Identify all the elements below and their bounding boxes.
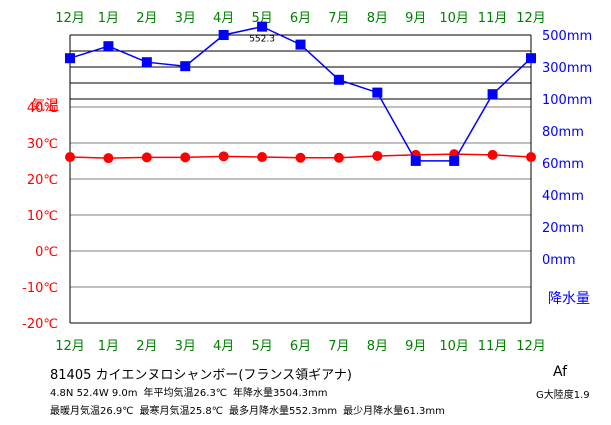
station-summary-line: 4.8N 52.4W 9.0m 年平均気温26.3℃ 年降水量3504.3mm [50, 384, 328, 399]
precip-point-5 [257, 21, 268, 32]
temp-point-12 [526, 152, 536, 163]
month-label-bottom-3: 3月 [175, 339, 196, 354]
temp-axis-title: 気温 [31, 98, 59, 114]
month-label-top-10: 10月 [439, 11, 469, 26]
temp-point-3 [180, 152, 191, 163]
precip-tick-label-5: 40mm [542, 189, 584, 204]
continentality-index: G大陸度1.9 [536, 390, 590, 401]
month-label-bottom-0: 12月 [55, 339, 85, 354]
precip-tick-label-2: 100mm [542, 93, 592, 108]
month-label-top-7: 7月 [328, 11, 349, 26]
temp-tick-label-6: -20℃ [22, 317, 58, 332]
precip-tick-label-0: 500mm [542, 29, 592, 44]
temp-tick-label-3: 10℃ [27, 209, 58, 224]
temp-point-5 [257, 152, 268, 163]
month-label-bottom-4: 4月 [213, 339, 234, 354]
month-label-top-3: 3月 [175, 11, 196, 26]
month-label-bottom-2: 2月 [136, 339, 157, 354]
month-label-bottom-9: 9月 [405, 339, 426, 354]
temp-point-7 [333, 152, 344, 163]
month-label-bottom-11: 11月 [478, 339, 508, 354]
month-label-bottom-1: 1月 [98, 339, 119, 354]
station-extremes-line: 最暖月気温26.9℃ 最寒月気温25.8℃ 最多月降水量552.3mm 最少月降水量6… [50, 402, 445, 417]
temp-tick-label-4: 0℃ [35, 245, 58, 260]
precip-point-9 [410, 155, 421, 166]
precip-point-3 [180, 61, 191, 72]
station-title: 81405 カイエンヌロシャンボー(フランス領ギアナ) [50, 368, 352, 383]
month-label-bottom-8: 8月 [367, 339, 388, 354]
precip-point-12 [526, 53, 536, 64]
min-month-precip: 最少月降水量61.3mm [343, 406, 445, 417]
precip-tick-label-1: 300mm [542, 61, 592, 76]
precip-tick-label-4: 60mm [542, 157, 584, 172]
precip-tick-label-7: 0mm [542, 253, 576, 268]
month-label-top-9: 9月 [405, 11, 426, 26]
koppen-class: Af [553, 364, 568, 380]
temp-point-2 [141, 152, 152, 163]
max-month-precip: 最多月降水量552.3mm [229, 406, 338, 417]
precip-tick-label-3: 80mm [542, 125, 584, 140]
month-label-top-0: 12月 [55, 11, 85, 26]
month-label-bottom-5: 5月 [251, 339, 272, 354]
temp-point-1 [103, 153, 114, 164]
month-label-top-12: 12月 [516, 11, 546, 26]
precip-point-1 [103, 41, 114, 52]
month-label-top-5: 5月 [251, 11, 272, 26]
temp-point-11 [487, 149, 498, 160]
temp-point-6 [295, 152, 306, 163]
month-label-bottom-12: 12月 [516, 339, 546, 354]
station-coords: 4.8N 52.4W 9.0m [50, 388, 138, 399]
temp-point-4 [218, 151, 229, 162]
month-label-bottom-10: 10月 [439, 339, 469, 354]
warmest-month-temp: 最暖月気温26.9℃ [50, 406, 134, 417]
coldest-month-temp: 最寒月気温25.8℃ [139, 406, 224, 417]
temp-point-8 [372, 150, 383, 161]
month-label-top-8: 8月 [367, 11, 388, 26]
month-label-bottom-6: 6月 [290, 339, 311, 354]
annual-precip: 年降水量3504.3mm [233, 388, 328, 399]
month-label-top-1: 1月 [98, 11, 119, 26]
temp-tick-label-2: 20℃ [27, 173, 58, 188]
precip-point-8 [372, 87, 383, 98]
precip-point-10 [449, 155, 460, 166]
month-label-top-2: 2月 [136, 11, 157, 26]
precip-point-7 [333, 74, 344, 85]
temp-tick-label-1: 30℃ [27, 137, 58, 152]
temp-tick-label-5: -10℃ [22, 281, 58, 296]
month-label-top-6: 6月 [290, 11, 311, 26]
precip-max-annotation: 552.3 [249, 35, 275, 45]
annual-mean-temp: 年平均気温26.3℃ [143, 388, 228, 399]
precip-tick-label-6: 20mm [542, 221, 584, 236]
precip-point-6 [295, 39, 306, 50]
precip-point-4 [218, 30, 229, 40]
precip-point-11 [487, 89, 498, 100]
month-label-top-4: 4月 [213, 11, 234, 26]
month-label-bottom-7: 7月 [328, 339, 349, 354]
precip-axis-title: 降水量 [548, 291, 590, 307]
month-label-top-11: 11月 [478, 11, 508, 26]
precip-point-0 [65, 53, 75, 64]
precip-point-2 [141, 57, 152, 68]
temp-point-0 [65, 152, 75, 163]
temp-tick-label-0: 40℃ [27, 101, 58, 116]
